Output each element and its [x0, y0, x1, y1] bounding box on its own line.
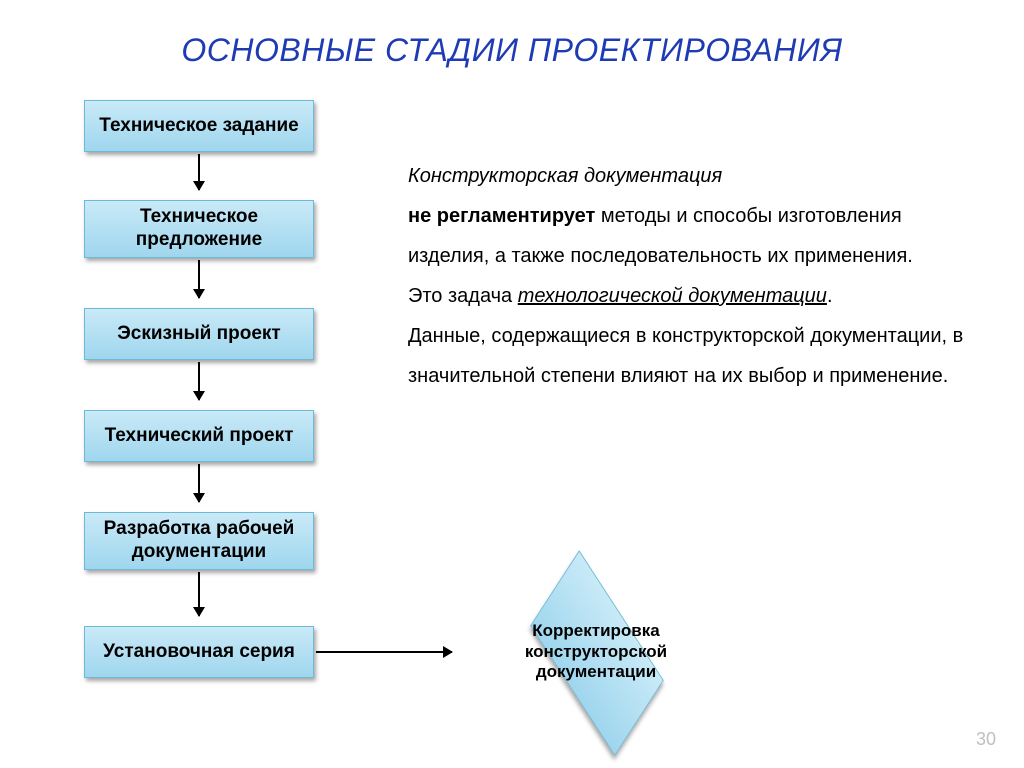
flow-box-b3: Эскизный проект — [84, 308, 314, 360]
arrow-down — [198, 572, 200, 616]
body-paragraph: Конструкторская документацияне регламент… — [408, 156, 968, 396]
arrow-right — [316, 651, 452, 653]
flow-box-b2: Техническое предложение — [84, 200, 314, 258]
flow-box-b5: Разработка рабочей документации — [84, 512, 314, 570]
diamond-label: Корректировка конструкторской документац… — [481, 609, 711, 695]
page-number: 30 — [976, 729, 996, 750]
arrow-down — [198, 464, 200, 502]
diamond-node: Корректировка конструкторской документац… — [521, 609, 671, 695]
arrow-down — [198, 260, 200, 298]
slide-title: ОСНОВНЫЕ СТАДИИ ПРОЕКТИРОВАНИЯ — [0, 32, 1024, 69]
slide-title-text: ОСНОВНЫЕ СТАДИИ ПРОЕКТИРОВАНИЯ — [181, 32, 842, 68]
flow-box-b1: Техническое задание — [84, 100, 314, 152]
flow-box-b6: Установочная серия — [84, 626, 314, 678]
flow-box-b4: Технический проект — [84, 410, 314, 462]
arrow-down — [198, 362, 200, 400]
arrow-down — [198, 154, 200, 190]
